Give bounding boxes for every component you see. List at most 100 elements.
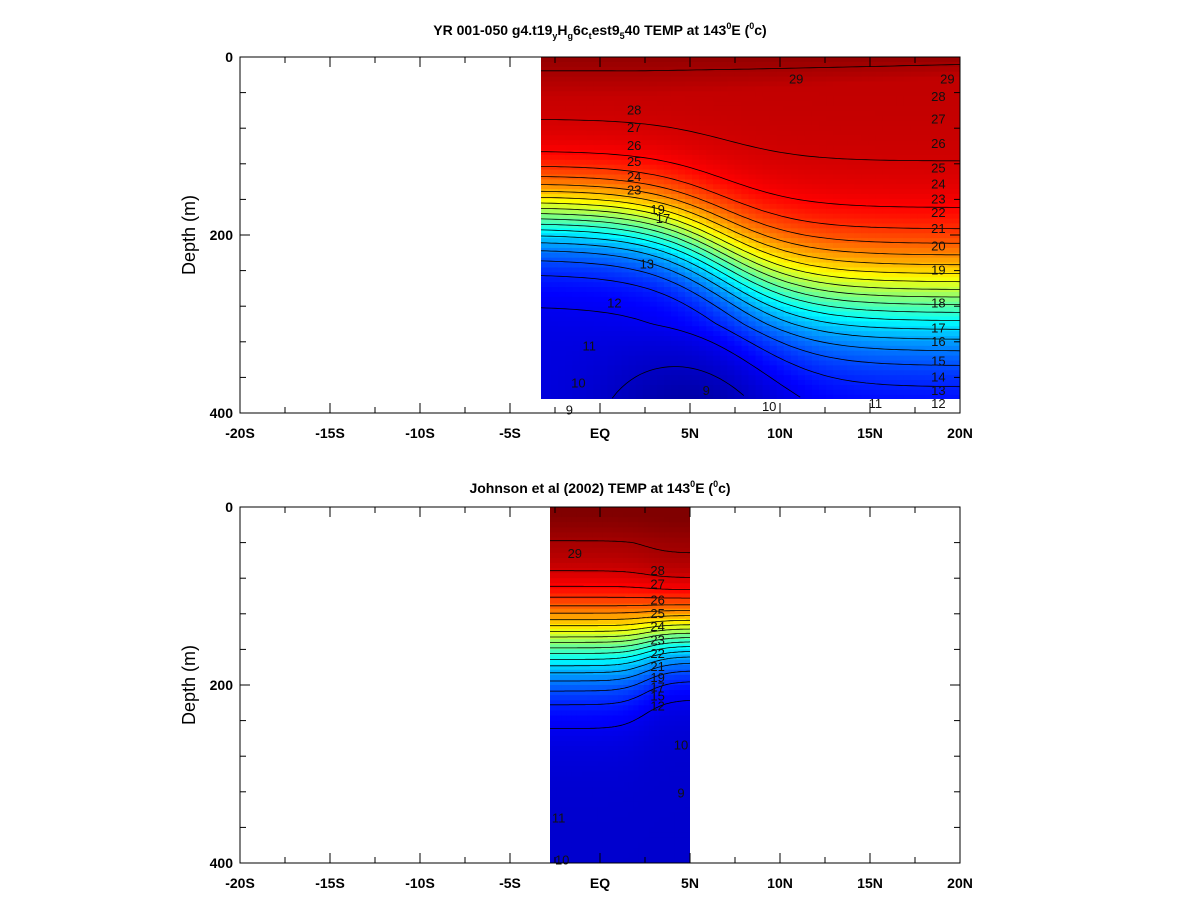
field-cell (769, 301, 778, 308)
field-cell (692, 174, 700, 180)
field-cell (790, 272, 799, 278)
field-cell (607, 184, 616, 190)
field-cell (579, 169, 587, 176)
field-cell (706, 218, 714, 225)
field-cell (819, 174, 827, 180)
field-cell (748, 247, 757, 254)
field-cell (840, 198, 848, 205)
field-cell (797, 145, 806, 151)
field-cell (741, 360, 750, 366)
field-cell (706, 394, 714, 399)
field-cell (670, 384, 679, 391)
field-cell (607, 76, 616, 83)
field-cell (833, 306, 841, 313)
field-cell (635, 130, 644, 136)
field-cell (550, 786, 552, 793)
field-cell (938, 340, 947, 347)
field-cell (734, 159, 743, 166)
field-cell (663, 282, 672, 288)
field-cell (762, 218, 771, 225)
field-cell (797, 130, 806, 136)
field-cell (565, 110, 573, 117)
contour-label: 12 (607, 296, 621, 311)
field-cell (685, 301, 693, 308)
field-cell (541, 331, 545, 337)
contour-label: 9 (566, 402, 573, 417)
field-cell (579, 189, 587, 195)
field-cell (840, 243, 848, 249)
field-cell (896, 208, 905, 215)
field-cell (875, 96, 884, 102)
field-cell (582, 807, 588, 813)
field-cell (713, 91, 721, 97)
field-cell (551, 96, 559, 102)
field-cell (556, 629, 563, 635)
field-cell (819, 394, 827, 399)
field-cell (741, 252, 750, 259)
field-cell (587, 751, 593, 757)
field-cell (713, 150, 721, 156)
field-cell (656, 345, 665, 352)
field-cell (678, 257, 686, 264)
field-cell (642, 277, 651, 283)
field-cell (572, 311, 580, 318)
field-cell (769, 125, 778, 132)
field-cell (600, 145, 609, 151)
field-cell (861, 394, 869, 399)
field-cell (903, 194, 912, 200)
field-cell (685, 120, 693, 127)
field-cell (861, 115, 869, 122)
field-cell (882, 169, 891, 176)
field-cell (952, 340, 960, 347)
field-cell (790, 179, 799, 185)
field-cell (656, 130, 665, 136)
field-cell (614, 184, 623, 190)
field-cell (748, 252, 757, 259)
field-cell (593, 331, 602, 337)
field-cell (734, 384, 743, 391)
field-cell (600, 101, 609, 107)
field-cell (924, 243, 933, 249)
field-cell (952, 115, 960, 122)
field-cell (692, 311, 700, 318)
field-cell (840, 326, 848, 332)
field-cell (582, 618, 588, 625)
field-cell (938, 228, 947, 234)
field-cell (614, 223, 623, 229)
field-cell (561, 746, 568, 752)
field-cell (826, 130, 834, 136)
field-cell (945, 115, 954, 122)
field-cell (748, 198, 757, 205)
field-cell (783, 76, 792, 83)
field-cell (663, 194, 672, 200)
field-cell (924, 125, 933, 132)
field-cell (670, 154, 679, 161)
field-cell (840, 301, 848, 308)
field-cell (882, 61, 891, 68)
field-cell (558, 159, 566, 166)
field-cell (861, 306, 869, 313)
field-cell (952, 218, 960, 225)
field-cell (649, 169, 658, 176)
field-cell (670, 365, 679, 371)
field-cell (924, 389, 933, 396)
field-cell (656, 238, 665, 244)
field-cell (755, 66, 764, 73)
field-cell (931, 154, 940, 161)
field-cell (565, 120, 573, 127)
field-cell (896, 247, 905, 254)
field-cell (938, 57, 947, 63)
field-cell (678, 287, 686, 293)
field-cell (741, 247, 750, 254)
field-cell (600, 194, 609, 200)
field-cell (748, 301, 757, 308)
field-cell (541, 355, 545, 362)
field-cell (889, 277, 898, 283)
field-cell (917, 360, 926, 366)
field-cell (854, 228, 862, 234)
field-cell (938, 257, 947, 264)
field-cell (833, 375, 841, 381)
field-cell (587, 649, 593, 656)
field-cell (868, 350, 876, 357)
field-cell (635, 321, 644, 327)
